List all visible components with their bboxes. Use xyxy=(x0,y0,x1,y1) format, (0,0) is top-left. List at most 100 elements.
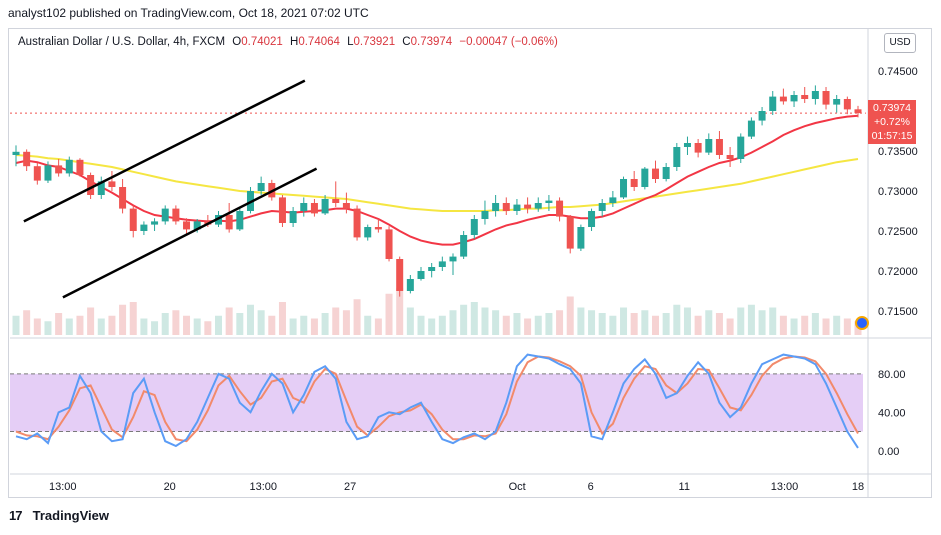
candle-body xyxy=(417,271,425,279)
volume-bar xyxy=(55,313,63,335)
candle-body xyxy=(172,208,180,222)
candle-body xyxy=(758,111,766,121)
candle-body xyxy=(779,96,787,102)
candle-body xyxy=(747,120,755,137)
candle-body xyxy=(364,227,372,238)
candle-body xyxy=(673,147,681,167)
volume-bar xyxy=(310,318,318,335)
volume-bar xyxy=(438,315,446,335)
volume-bar xyxy=(556,310,564,335)
candle-body xyxy=(854,109,862,114)
volume-bar xyxy=(65,318,73,335)
volume-bar xyxy=(662,313,670,335)
candle-body xyxy=(843,99,851,110)
candle-body xyxy=(577,227,585,249)
time-tick-label: Oct xyxy=(509,481,526,493)
low-value: 0.73921 xyxy=(353,36,396,48)
volume-bar xyxy=(801,315,809,335)
volume-bar xyxy=(470,302,478,335)
candle-body xyxy=(12,151,20,155)
candle-body xyxy=(396,259,404,291)
tradingview-logo[interactable]: 17 TradingView xyxy=(9,508,109,523)
volume-bar xyxy=(481,307,489,335)
tradingview-wordmark: TradingView xyxy=(32,508,109,523)
volume-bar xyxy=(428,318,436,335)
candle-body xyxy=(609,197,617,203)
candle-body xyxy=(811,91,819,99)
price-tick-label: 0.73500 xyxy=(878,146,918,158)
volume-bar xyxy=(396,288,404,335)
candle-body xyxy=(310,203,318,214)
candle-body xyxy=(55,165,63,174)
candle-body xyxy=(524,204,532,209)
candle-body xyxy=(193,221,201,230)
channel-upper-line xyxy=(23,79,306,223)
candle-body xyxy=(822,91,830,105)
candle-body xyxy=(129,208,137,231)
price-tick-label: 0.72000 xyxy=(878,266,918,278)
volume-bar xyxy=(374,318,382,335)
volume-bar xyxy=(843,318,851,335)
candle-body xyxy=(76,159,84,175)
stoch-tick-label: 40.00 xyxy=(878,407,906,419)
candle-body xyxy=(588,211,596,227)
stoch-tick-label: 0.00 xyxy=(878,446,899,458)
volume-bar xyxy=(108,315,116,335)
volume-bar xyxy=(641,310,649,335)
volume-bar xyxy=(417,315,425,335)
candle-body xyxy=(353,208,361,238)
volume-bar xyxy=(225,307,233,335)
candle-body xyxy=(534,203,542,209)
volume-bar xyxy=(577,307,585,335)
currency-button[interactable]: USD xyxy=(884,33,916,53)
volume-bar xyxy=(630,313,638,335)
price-change: +0.72% xyxy=(874,116,910,128)
candle-body xyxy=(119,187,127,209)
candle-body xyxy=(140,224,148,231)
candle-body xyxy=(438,261,446,267)
volume-bar xyxy=(204,321,212,335)
volume-bar xyxy=(747,304,755,335)
volume-bar xyxy=(183,315,191,335)
volume-bar xyxy=(151,321,159,335)
volume-bar xyxy=(694,315,702,335)
volume-bar xyxy=(545,313,553,335)
volume-bar xyxy=(449,310,457,335)
volume-bar xyxy=(769,307,777,335)
volume-bar xyxy=(758,310,766,335)
candle-body xyxy=(481,211,489,219)
candle-body xyxy=(183,221,191,230)
candle-body xyxy=(705,139,713,153)
price-tick-label: 0.71500 xyxy=(878,306,918,318)
volume-bar xyxy=(822,318,830,335)
volume-bar xyxy=(332,307,340,335)
stoch-tick-label: 80.00 xyxy=(878,369,906,381)
alert-icon[interactable] xyxy=(855,316,869,330)
volume-bar xyxy=(651,315,659,335)
candle-body xyxy=(321,199,329,214)
close-label: C xyxy=(402,36,411,48)
candle-body xyxy=(492,203,500,211)
volume-bar xyxy=(76,315,84,335)
candle-body xyxy=(769,96,777,111)
time-tick-label: 11 xyxy=(679,481,690,493)
candle-body xyxy=(513,204,521,211)
chart-frame[interactable] xyxy=(8,28,932,498)
candle-body xyxy=(406,279,414,291)
candle-body xyxy=(87,175,95,195)
volume-bar xyxy=(811,313,819,335)
candle-body xyxy=(97,181,105,195)
candle-body xyxy=(374,227,382,230)
volume-bar xyxy=(300,315,308,335)
candle-body xyxy=(44,165,52,181)
publisher-line: analyst102 published on TradingView.com,… xyxy=(8,6,369,20)
volume-bar xyxy=(705,310,713,335)
stoch-k-line xyxy=(15,353,859,449)
volume-bar xyxy=(566,296,574,335)
candle-body xyxy=(215,215,223,225)
volume-bar xyxy=(598,313,606,335)
candle-body xyxy=(683,143,691,147)
volume-bar xyxy=(353,299,361,335)
tradingview-mark-icon: 17 xyxy=(9,508,22,523)
